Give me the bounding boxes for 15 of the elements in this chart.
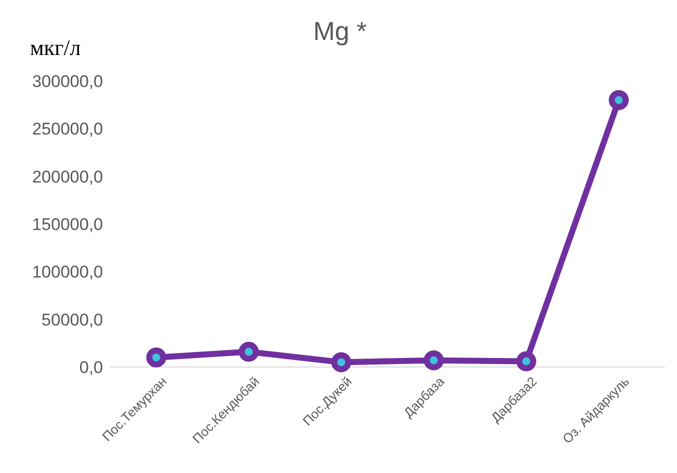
y-tick-label: 300000,0 <box>32 72 103 91</box>
y-tick-label: 100000,0 <box>32 262 103 282</box>
point <box>238 342 259 362</box>
chart-title: Mg * <box>313 16 367 46</box>
y-axis-title: мкг/л <box>30 35 81 60</box>
y-tick-label: 0,0 <box>79 358 103 377</box>
point <box>146 347 166 368</box>
y-tick-label: 150000,0 <box>32 214 103 234</box>
point <box>516 351 536 372</box>
y-tick-label: 200000,0 <box>32 167 103 186</box>
y-tick-label: 50000,0 <box>42 310 103 330</box>
y-tick-label: 250000,0 <box>32 120 103 139</box>
point <box>331 352 352 372</box>
point <box>424 350 444 370</box>
point <box>608 90 629 110</box>
